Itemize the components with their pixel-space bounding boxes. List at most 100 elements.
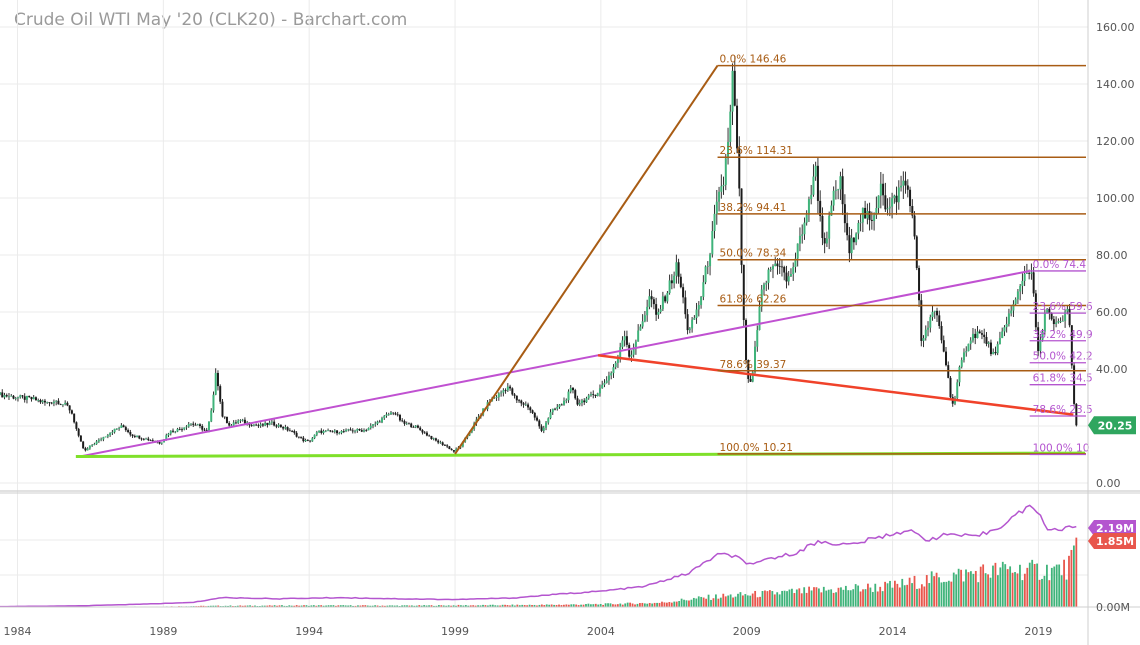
volume-bar [415,605,418,607]
volume-bar [636,603,639,607]
price-bar [1059,320,1062,322]
price-bar [918,268,921,301]
volume-bar [746,595,749,607]
price-bar [861,207,864,223]
price-bar [212,394,215,411]
volume-bar [688,600,690,607]
price-bar [223,416,226,418]
price-bar [252,424,255,426]
volume-bar [771,591,774,607]
volume-bar [776,592,779,607]
volume-bar [1014,572,1016,607]
price-bar [938,315,941,326]
price-bar [538,420,541,427]
price-bar [529,407,532,411]
volume-bar [359,605,362,607]
price-bar [612,367,615,374]
volume-bar [778,594,781,607]
price-bar [596,393,599,397]
price-bar [93,444,96,445]
volume-bar [702,597,705,607]
volume-bar [889,580,891,607]
volume-bar [727,595,730,607]
price-bar [282,427,285,429]
price-bar [1041,331,1044,340]
price-bar [664,296,667,302]
price-bar [295,432,298,437]
price-bar [497,393,500,398]
price-bar [376,421,379,424]
price-bar [834,189,837,191]
time-tick-label: 2009 [733,625,761,638]
volume-bar [793,593,796,607]
volume-bar [756,597,759,607]
volume-bar [754,590,757,607]
price-bar [1039,339,1042,351]
price-bar [783,266,786,273]
price-bar [978,331,981,334]
volume-bar [283,605,286,607]
price-bar [958,366,961,383]
volume-bar [550,604,553,607]
price-bar [102,437,105,440]
volume-bar [403,605,406,607]
volume-bar [876,591,879,607]
volume-bar [298,605,301,607]
volume-bar [452,605,455,607]
volume-bar [1060,575,1063,607]
volume-bar [457,604,460,607]
price-bar [742,264,745,320]
price-bar [95,441,98,445]
price-bar [394,413,397,415]
price-bar [225,416,228,424]
price-bar [437,440,440,443]
price-bar [1050,312,1053,320]
price-bar [915,236,918,269]
price-bar [77,428,80,436]
price-bar [686,314,689,331]
volume-bar [303,605,305,607]
price-bar [363,430,366,432]
price-bar [983,334,986,337]
price-bar [639,326,642,331]
volume-bar [288,605,291,607]
price-bar [1043,312,1046,332]
price-bar [848,235,851,254]
price-bar [769,269,772,270]
price-bar [398,415,401,421]
price-bar [554,408,557,410]
price-bar [140,438,143,440]
price-bar [1070,325,1073,366]
price-bar [1007,313,1010,324]
price-bar [962,352,965,361]
price-bar [524,404,527,406]
price-bar [801,234,804,236]
price-bar [545,422,548,428]
volume-bar [273,605,276,607]
price-bar [439,442,442,444]
volume-bar [1001,561,1004,607]
price-bar [657,311,660,315]
price-bar [760,289,763,307]
price-bar [448,446,451,450]
volume-bar [761,591,764,607]
price-bar [965,351,968,353]
volume-bar [952,572,955,607]
volume-bar [445,605,448,607]
volume-bar [531,605,533,607]
price-bar [825,238,828,244]
volume-bar [884,581,886,607]
price-bar [722,184,725,187]
price-bar [796,243,799,259]
price-bar [549,412,552,419]
volume-bar [658,602,661,607]
price-bar [502,390,505,393]
volume-bar [361,605,364,607]
price-bar [819,200,822,216]
volume-bar [607,603,609,607]
price-bar [789,274,792,277]
fibonacci-level-label: 38.2% 94.41 [720,202,787,214]
volume-bar [722,593,725,607]
price-bar [133,435,136,437]
